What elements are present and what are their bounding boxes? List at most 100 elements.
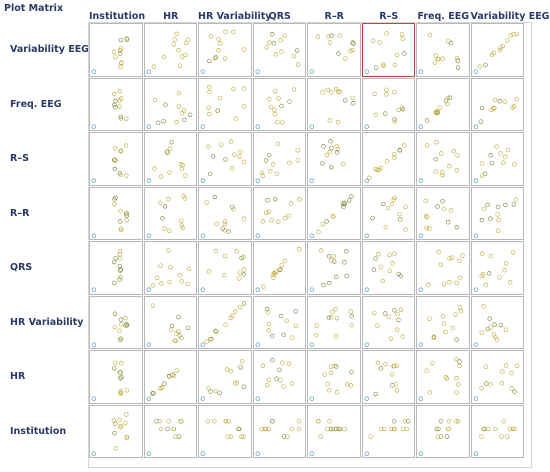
scatter-cell-institution-vs-institution[interactable] bbox=[89, 404, 143, 458]
scatter-point bbox=[499, 381, 504, 386]
scatter-point bbox=[123, 315, 128, 320]
scatter-cell-r-s-vs-r-r[interactable] bbox=[307, 132, 361, 186]
scatter-cell-freq-eeg-vs-qrs[interactable] bbox=[252, 77, 306, 131]
scatter-cell-freq-eeg-vs-hr[interactable] bbox=[143, 77, 197, 131]
scatter-cell-qrs-vs-institution[interactable] bbox=[89, 241, 143, 295]
scatter-point bbox=[479, 329, 484, 335]
scatter-point bbox=[171, 373, 176, 378]
scatter-cell-r-r-vs-qrs[interactable] bbox=[252, 186, 306, 240]
scatter-cell-freq-eeg-vs-institution[interactable] bbox=[89, 77, 143, 131]
scatter-cell-r-r-vs-institution[interactable] bbox=[89, 186, 143, 240]
scatter-point-highlight bbox=[146, 69, 151, 74]
scatter-cell-qrs-vs-r-s[interactable] bbox=[361, 241, 415, 295]
scatter-cell-variability-eeg-vs-institution[interactable] bbox=[89, 23, 143, 77]
scatter-point bbox=[286, 213, 291, 218]
scatter-plot bbox=[364, 251, 403, 292]
scatter-cell-institution-vs-freq-eeg[interactable] bbox=[416, 404, 470, 458]
scatter-point bbox=[480, 303, 486, 309]
scatter-cell-hr-vs-r-s[interactable] bbox=[361, 350, 415, 404]
scatter-point bbox=[454, 418, 459, 423]
scatter-point bbox=[396, 211, 402, 216]
scatter-cell-r-r-vs-hr-variability[interactable] bbox=[198, 186, 252, 240]
scatter-cell-r-s-vs-variability-eeg[interactable] bbox=[470, 132, 524, 186]
scatter-cell-freq-eeg-vs-freq-eeg[interactable] bbox=[416, 77, 470, 131]
scatter-cell-r-r-vs-hr[interactable] bbox=[143, 186, 197, 240]
scatter-cell-variability-eeg-vs-hr-variability[interactable] bbox=[198, 23, 252, 77]
scatter-cell-institution-vs-hr-variability[interactable] bbox=[198, 404, 252, 458]
scatter-cell-freq-eeg-vs-r-s[interactable] bbox=[361, 77, 415, 131]
scatter-cell-qrs-vs-freq-eeg[interactable] bbox=[416, 241, 470, 295]
scatter-point bbox=[117, 51, 123, 56]
scatter-point bbox=[400, 333, 405, 339]
scatter-point bbox=[487, 381, 493, 387]
scatter-cell-r-r-vs-r-r[interactable] bbox=[307, 186, 361, 240]
scatter-point bbox=[329, 33, 334, 38]
scatter-cell-r-s-vs-qrs[interactable] bbox=[252, 132, 306, 186]
scatter-point bbox=[165, 248, 170, 253]
scatter-cell-hr-variability-vs-r-r[interactable] bbox=[307, 295, 361, 349]
scatter-cell-freq-eeg-vs-variability-eeg[interactable] bbox=[470, 77, 524, 131]
scatter-cell-hr-vs-hr[interactable] bbox=[143, 350, 197, 404]
scatter-cell-hr-vs-freq-eeg[interactable] bbox=[416, 350, 470, 404]
scatter-cell-r-r-vs-r-s[interactable] bbox=[361, 186, 415, 240]
scatter-cell-freq-eeg-vs-r-r[interactable] bbox=[307, 77, 361, 131]
scatter-cell-r-s-vs-r-s[interactable] bbox=[361, 132, 415, 186]
scatter-cell-variability-eeg-vs-r-s[interactable] bbox=[361, 23, 415, 77]
scatter-point bbox=[497, 47, 502, 53]
scatter-cell-variability-eeg-vs-hr[interactable] bbox=[143, 23, 197, 77]
scatter-cell-qrs-vs-hr-variability[interactable] bbox=[198, 241, 252, 295]
scatter-point bbox=[118, 64, 123, 70]
scatter-point bbox=[112, 360, 118, 366]
scatter-cell-hr-vs-qrs[interactable] bbox=[252, 350, 306, 404]
scatter-cell-variability-eeg-vs-variability-eeg[interactable] bbox=[470, 23, 524, 77]
scatter-cell-hr-vs-r-r[interactable] bbox=[307, 350, 361, 404]
scatter-cell-r-s-vs-hr[interactable] bbox=[143, 132, 197, 186]
scatter-cell-r-r-vs-variability-eeg[interactable] bbox=[470, 186, 524, 240]
scatter-cell-hr-variability-vs-institution[interactable] bbox=[89, 295, 143, 349]
scatter-point bbox=[344, 249, 349, 254]
scatter-cell-hr-variability-vs-freq-eeg[interactable] bbox=[416, 295, 470, 349]
scatter-cell-qrs-vs-variability-eeg[interactable] bbox=[470, 241, 524, 295]
scatter-point bbox=[501, 418, 506, 423]
scatter-cell-r-s-vs-hr-variability[interactable] bbox=[198, 132, 252, 186]
scatter-point bbox=[264, 197, 270, 202]
scatter-plot bbox=[200, 139, 247, 183]
scatter-point bbox=[207, 89, 212, 94]
scatter-cell-r-s-vs-freq-eeg[interactable] bbox=[416, 132, 470, 186]
scatter-cell-r-r-vs-freq-eeg[interactable] bbox=[416, 186, 470, 240]
scatter-point bbox=[432, 60, 438, 65]
scatter-point bbox=[504, 433, 509, 439]
scatter-cell-hr-vs-institution[interactable] bbox=[89, 350, 143, 404]
scatter-point-highlight bbox=[309, 450, 315, 456]
scatter-point bbox=[162, 102, 168, 107]
scatter-point bbox=[491, 321, 497, 327]
scatter-point bbox=[320, 161, 325, 166]
scatter-point bbox=[493, 144, 499, 149]
scatter-cell-hr-variability-vs-hr-variability[interactable] bbox=[198, 295, 252, 349]
scatter-cell-institution-vs-variability-eeg[interactable] bbox=[470, 404, 524, 458]
scatter-cell-r-s-vs-institution[interactable] bbox=[89, 132, 143, 186]
scatter-cell-institution-vs-hr[interactable] bbox=[143, 404, 197, 458]
scatter-cell-institution-vs-r-r[interactable] bbox=[307, 404, 361, 458]
scatter-point bbox=[113, 54, 118, 60]
scatter-cell-qrs-vs-r-r[interactable] bbox=[307, 241, 361, 295]
scatter-cell-hr-variability-vs-variability-eeg[interactable] bbox=[470, 295, 524, 349]
scatter-cell-hr-variability-vs-r-s[interactable] bbox=[361, 295, 415, 349]
scatter-cell-hr-variability-vs-hr[interactable] bbox=[143, 295, 197, 349]
scatter-cell-hr-vs-hr-variability[interactable] bbox=[198, 350, 252, 404]
scatter-cell-freq-eeg-vs-hr-variability[interactable] bbox=[198, 77, 252, 131]
scatter-cell-variability-eeg-vs-freq-eeg[interactable] bbox=[416, 23, 470, 77]
scatter-cell-institution-vs-r-s[interactable] bbox=[361, 404, 415, 458]
scatter-point bbox=[111, 49, 117, 54]
scatter-cell-variability-eeg-vs-qrs[interactable] bbox=[252, 23, 306, 77]
scatter-point bbox=[260, 363, 265, 368]
scatter-cell-hr-vs-variability-eeg[interactable] bbox=[470, 350, 524, 404]
scatter-cell-variability-eeg-vs-r-r[interactable] bbox=[307, 23, 361, 77]
scatter-point bbox=[478, 433, 484, 439]
scatter-point-highlight bbox=[200, 178, 206, 183]
scatter-cell-qrs-vs-hr[interactable] bbox=[143, 241, 197, 295]
scatter-cell-qrs-vs-qrs[interactable] bbox=[252, 241, 306, 295]
scatter-point bbox=[173, 31, 179, 37]
scatter-cell-hr-variability-vs-qrs[interactable] bbox=[252, 295, 306, 349]
scatter-cell-institution-vs-qrs[interactable] bbox=[252, 404, 306, 458]
